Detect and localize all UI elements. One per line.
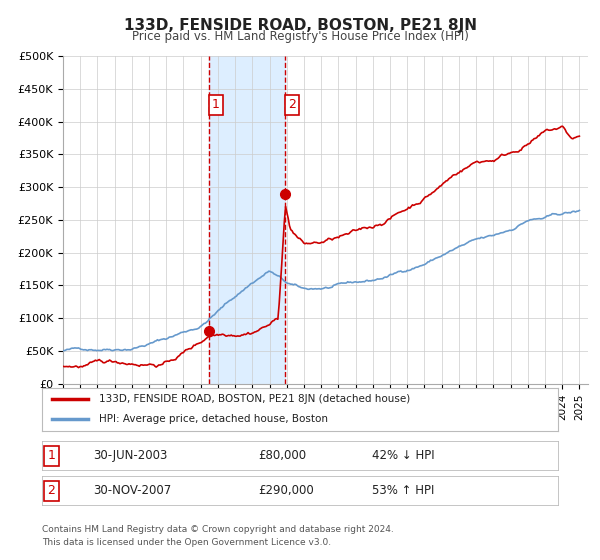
Text: 133D, FENSIDE ROAD, BOSTON, PE21 8JN (detached house): 133D, FENSIDE ROAD, BOSTON, PE21 8JN (de…	[99, 394, 410, 404]
Text: £290,000: £290,000	[259, 484, 314, 497]
Text: 42% ↓ HPI: 42% ↓ HPI	[372, 449, 435, 463]
Text: Price paid vs. HM Land Registry's House Price Index (HPI): Price paid vs. HM Land Registry's House …	[131, 30, 469, 43]
Text: 1: 1	[47, 449, 55, 463]
Text: £80,000: £80,000	[259, 449, 307, 463]
Text: 1: 1	[212, 99, 220, 111]
Text: 133D, FENSIDE ROAD, BOSTON, PE21 8JN: 133D, FENSIDE ROAD, BOSTON, PE21 8JN	[124, 18, 476, 33]
Text: Contains HM Land Registry data © Crown copyright and database right 2024.: Contains HM Land Registry data © Crown c…	[42, 525, 394, 534]
Text: 53% ↑ HPI: 53% ↑ HPI	[372, 484, 434, 497]
Text: 30-NOV-2007: 30-NOV-2007	[94, 484, 172, 497]
Text: 2: 2	[47, 484, 55, 497]
Bar	[209, 56, 286, 384]
Text: This data is licensed under the Open Government Licence v3.0.: This data is licensed under the Open Gov…	[42, 538, 331, 547]
Text: HPI: Average price, detached house, Boston: HPI: Average price, detached house, Bost…	[99, 414, 328, 424]
Text: 30-JUN-2003: 30-JUN-2003	[94, 449, 168, 463]
Text: 2: 2	[288, 99, 296, 111]
